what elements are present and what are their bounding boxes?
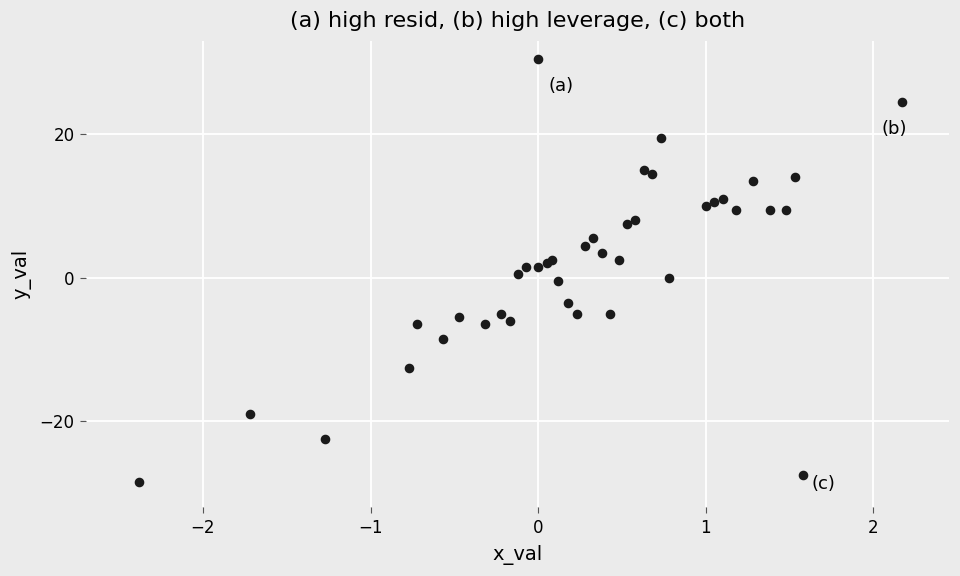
Point: [762, 205, 778, 214]
Point: [502, 316, 517, 325]
Point: [707, 198, 722, 207]
Point: [729, 205, 744, 214]
Point: [779, 205, 794, 214]
Point: [619, 219, 635, 229]
Text: (c): (c): [811, 475, 835, 493]
Point: [401, 363, 417, 372]
Point: [653, 133, 668, 142]
Point: [698, 202, 713, 211]
Point: [477, 320, 492, 329]
Point: [569, 309, 585, 319]
Text: (b): (b): [882, 120, 907, 138]
Point: [531, 54, 546, 63]
Point: [636, 165, 652, 175]
Point: [318, 435, 333, 444]
Point: [410, 320, 425, 329]
Point: [531, 263, 546, 272]
Point: [594, 248, 610, 257]
Point: [787, 173, 803, 182]
Point: [511, 270, 526, 279]
Point: [539, 259, 554, 268]
Point: [644, 169, 660, 179]
Point: [796, 471, 811, 480]
Point: [586, 234, 601, 243]
Title: (a) high resid, (b) high leverage, (c) both: (a) high resid, (b) high leverage, (c) b…: [290, 11, 745, 31]
Point: [715, 194, 731, 203]
Point: [661, 273, 677, 282]
Point: [544, 255, 560, 264]
Point: [518, 263, 534, 272]
Point: [628, 216, 643, 225]
X-axis label: x_val: x_val: [492, 545, 542, 565]
Point: [435, 334, 450, 343]
Point: [895, 97, 910, 107]
Point: [551, 277, 566, 286]
Point: [561, 298, 576, 308]
Point: [242, 410, 257, 419]
Point: [452, 313, 468, 322]
Point: [493, 309, 509, 319]
Point: [745, 176, 760, 185]
Point: [577, 241, 592, 250]
Point: [611, 255, 626, 264]
Point: [132, 478, 147, 487]
Text: (a): (a): [548, 77, 573, 95]
Point: [603, 309, 618, 319]
Y-axis label: y_val: y_val: [12, 249, 31, 300]
